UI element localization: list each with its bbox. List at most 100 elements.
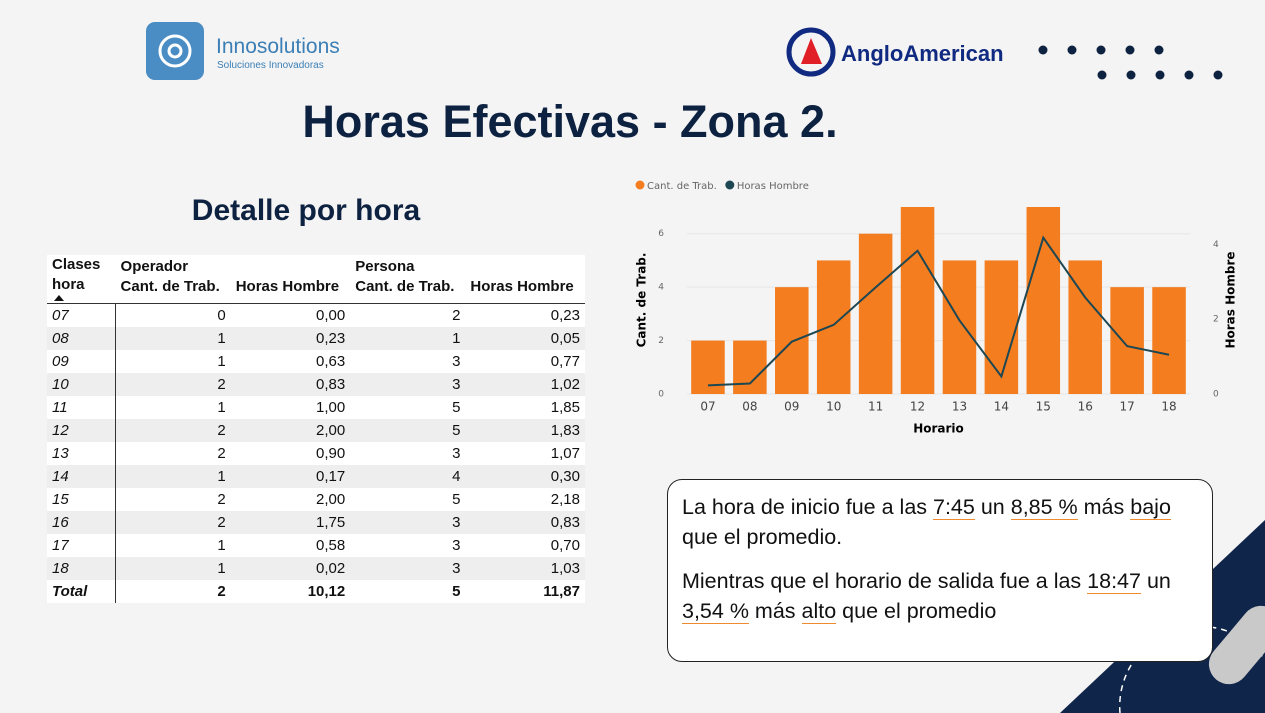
- total-cell: Total: [47, 580, 117, 603]
- x-tick-label: 07: [700, 400, 715, 414]
- table-row: 12 2 2,00 5 1,83: [47, 419, 585, 442]
- header-row: Clases hora Operador Persona: [47, 255, 585, 304]
- table-cell: 09: [47, 350, 117, 373]
- table-cell: 1,07: [550, 445, 580, 462]
- table-cell: 0,90: [316, 445, 346, 462]
- partner-name: AngloAmerican: [841, 41, 1004, 66]
- bar: [691, 340, 725, 394]
- note-text: más: [748, 599, 802, 623]
- table-cell: 3: [350, 511, 466, 534]
- table-cell: 1,75: [230, 511, 351, 534]
- table-cell: 4: [350, 465, 466, 488]
- note-paragraph: La hora de inicio fue a las 7:45 un 8,85…: [682, 492, 1198, 552]
- table-cell: 2,00: [230, 419, 351, 442]
- table-cell: 11: [47, 396, 117, 419]
- table-title: Detalle por hora: [191, 194, 421, 227]
- brand-logo-ring: [158, 34, 192, 68]
- bar: [1110, 287, 1144, 394]
- total-cell: 10,12: [307, 583, 346, 600]
- x-tick-label: 14: [994, 400, 1009, 414]
- table-row: 16 2 1,75 3 0,83: [47, 511, 585, 534]
- x-tick-label: 08: [742, 400, 757, 414]
- bar: [1026, 207, 1061, 394]
- x-tick-label: 15: [1036, 400, 1051, 414]
- y-axis-label: Cant. de Trab.: [635, 253, 649, 348]
- table-row: 14 1 0,17 4 0,30: [47, 465, 585, 488]
- x-tick-label: 10: [826, 400, 841, 414]
- y-tick-label: 2: [658, 336, 664, 346]
- table-cell: 0,83: [465, 511, 585, 534]
- table-row: 18 1 0,02 3 1,03: [47, 557, 585, 580]
- table-row: 07 0 0,00 2 0,23: [47, 303, 585, 327]
- table-cell: 0,02: [230, 557, 351, 580]
- table-row: 08 1 0,23 1 0,05: [47, 327, 585, 350]
- table-cell: 3: [452, 445, 461, 462]
- legend-swatch: [635, 180, 645, 190]
- table-cell: 0,05: [465, 327, 585, 350]
- x-tick-label: 18: [1161, 400, 1176, 414]
- note-highlight: bajo: [1130, 495, 1171, 520]
- table-cell: 1: [350, 327, 466, 350]
- table-cell: 10: [47, 373, 117, 396]
- note-highlight: 7:45: [933, 495, 975, 520]
- bar: [1152, 287, 1186, 394]
- table-cell: 3: [452, 353, 461, 370]
- bar: [900, 207, 935, 394]
- bar: [858, 233, 893, 394]
- total-row: Total 2 10,12 5 11,87: [47, 580, 585, 603]
- table-cell: 1: [115, 557, 231, 580]
- note-highlight: 8,85 %: [1010, 495, 1078, 520]
- table-cell: 0,77: [550, 353, 580, 370]
- note-text: que el promedio.: [682, 495, 1177, 549]
- note-text: La hora de inicio fue a las: [682, 495, 933, 519]
- bar: [733, 340, 767, 394]
- y2-tick-label: 0: [1213, 390, 1219, 400]
- total-cell: 5: [452, 583, 461, 600]
- table-cell: 1: [115, 465, 231, 488]
- table-cell: 5: [452, 399, 461, 416]
- y2-axis-label: Horas Hombre: [1224, 251, 1238, 348]
- x-tick-label: 13: [952, 400, 967, 414]
- partner-logo: [786, 27, 836, 77]
- header-cell: Clases hora: [47, 255, 116, 304]
- table-cell: 1: [115, 327, 231, 350]
- brand-logo: [146, 22, 204, 80]
- table-cell: 1: [217, 353, 226, 370]
- y-tick-label: 4: [658, 283, 664, 293]
- table-cell: 0,58: [316, 537, 346, 554]
- table-cell: 3: [350, 557, 466, 580]
- table-row: 11 1 1,00 5 1,85: [47, 396, 585, 419]
- note-text: un: [1140, 569, 1177, 593]
- brand-logo-gear: [167, 43, 183, 59]
- table-cell: 13: [47, 442, 117, 465]
- bar: [942, 260, 977, 394]
- corner-bar: [1208, 605, 1265, 685]
- table: Clases hora Operador Persona Cant. de Trab.…: [47, 255, 585, 603]
- table-cell: 2: [452, 307, 461, 324]
- note-highlight: 3,54 %: [682, 599, 749, 624]
- y-tick-label: 6: [658, 229, 664, 239]
- table-cell: 0,17: [230, 465, 351, 488]
- table-cell: 1,02: [465, 373, 585, 396]
- column-label: Horas Hombre: [465, 275, 585, 304]
- legend-label: Cant. de Trab.: [647, 181, 717, 192]
- table-cell: 0,23: [230, 327, 351, 350]
- chart: 0 2 4 6 0 2 4 Cant. de Trab. Horas Hombre Horario…: [635, 180, 1238, 436]
- table-cell: 2: [115, 511, 231, 534]
- table-cell: 2,18: [550, 491, 580, 508]
- table-cell: 1: [217, 537, 226, 554]
- table-cell: 0,63: [316, 353, 346, 370]
- x-tick-label: 12: [910, 400, 925, 414]
- note-highlight: alto: [801, 599, 837, 624]
- line: [707, 235, 1170, 387]
- table-cell: 0,23: [550, 307, 580, 324]
- partner-logo-mark: [801, 38, 822, 64]
- group-label: Persona: [355, 258, 415, 275]
- column-label: Cant. de Trab.: [350, 275, 466, 304]
- x-axis-label: Horario: [913, 422, 964, 436]
- table-cell: 0,70: [550, 537, 580, 554]
- table-cell: 16: [47, 511, 117, 534]
- note-text: más: [1077, 495, 1131, 519]
- table-row: 09 1 0,63 3 0,77: [47, 350, 585, 373]
